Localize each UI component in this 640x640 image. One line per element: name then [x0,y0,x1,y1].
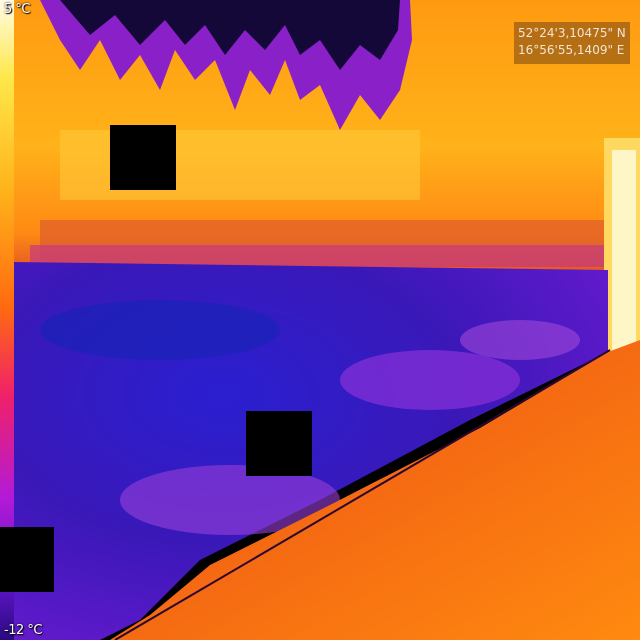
temperature-scale-bar [0,0,14,640]
cold-patch [340,350,520,410]
redaction-box [246,411,312,476]
temperature-min-label: -12 °C [4,623,42,638]
cold-patch [120,465,340,535]
gps-latitude: 52°24'3,10475" N [518,26,626,40]
gps-longitude: 16°56'55,1409" E [518,43,625,57]
cold-top-core [60,0,400,70]
redaction-box [110,125,176,190]
window-glow [612,150,636,360]
redaction-box [0,527,54,592]
cold-patch [40,300,280,360]
cold-patch [460,320,580,360]
floor-edge-line [114,349,611,640]
temperature-max-label: 5 °C [4,2,30,17]
wall-base-band-magenta [30,245,610,267]
gps-coordinates-box: 52°24'3,10475" N 16°56'55,1409" E [514,22,630,64]
